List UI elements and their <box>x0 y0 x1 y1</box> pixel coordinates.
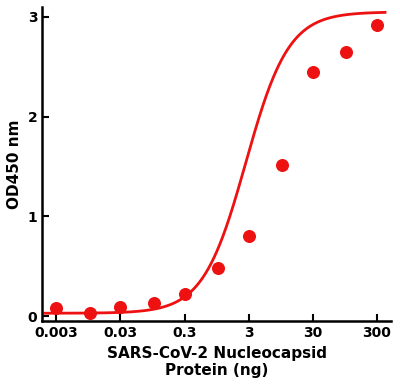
Point <box>310 69 316 75</box>
Point <box>374 22 380 28</box>
Point <box>343 49 350 55</box>
Point <box>246 233 252 239</box>
Point <box>151 300 157 306</box>
Point <box>182 291 188 297</box>
X-axis label: SARS-CoV-2 Nucleocapsid
Protein (ng): SARS-CoV-2 Nucleocapsid Protein (ng) <box>107 346 327 378</box>
Y-axis label: OD450 nm: OD450 nm <box>7 119 22 209</box>
Point <box>215 265 221 271</box>
Point <box>87 310 93 316</box>
Point <box>117 304 124 310</box>
Point <box>53 305 60 311</box>
Point <box>279 162 286 168</box>
